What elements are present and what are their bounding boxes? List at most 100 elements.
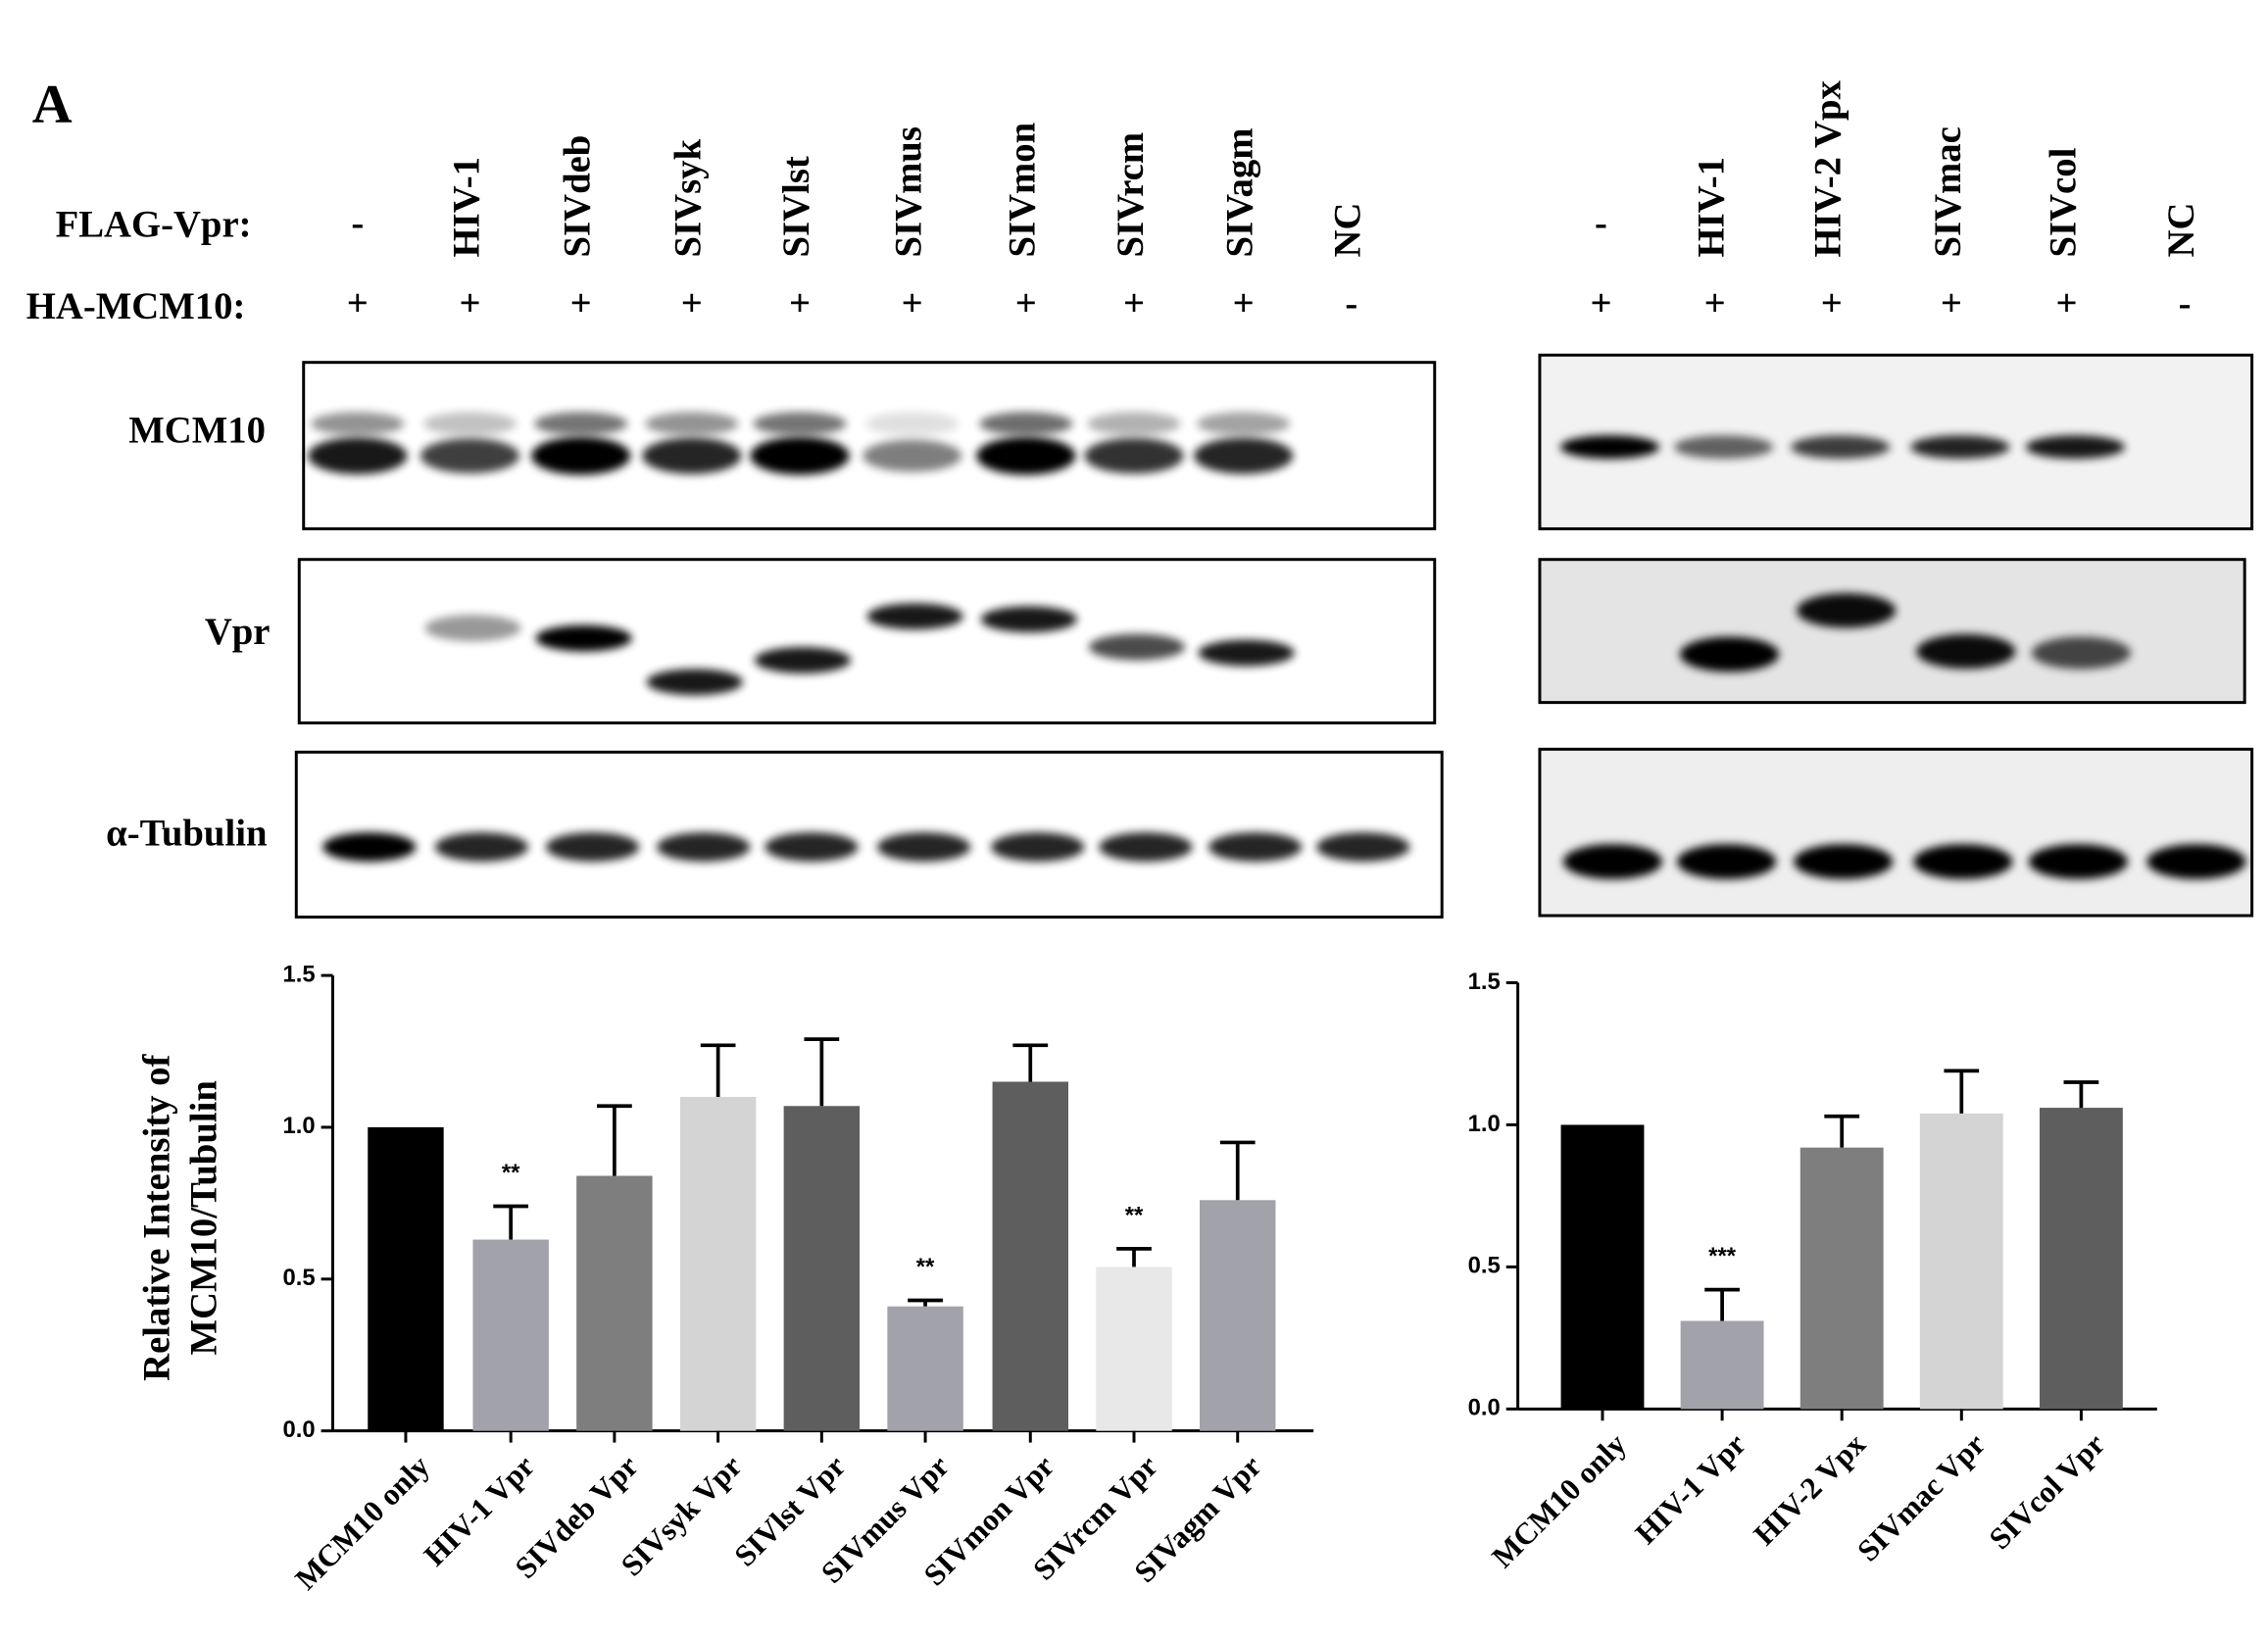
lane-label: SIVmus (889, 126, 930, 257)
error-bar (1219, 1140, 1256, 1201)
error-bar (1012, 1043, 1049, 1082)
lane-label: HIV-1 (1692, 157, 1733, 257)
bar (887, 1306, 963, 1431)
error-bar (908, 1298, 943, 1307)
blot-band (1676, 844, 1777, 879)
blot-band (1559, 435, 1660, 459)
lane-label: SIVmon (1003, 123, 1044, 258)
panel-label: A (32, 75, 73, 135)
blot-band (866, 603, 963, 630)
y-axis-label: Relative Intensity of (137, 1054, 178, 1381)
blot-band (1791, 435, 1891, 459)
blot-panel (1538, 353, 2254, 530)
bar (679, 1096, 757, 1431)
bar (1096, 1267, 1172, 1431)
ha-label: HA-MCM10: (26, 286, 246, 327)
blot-band (533, 412, 628, 436)
blot-band (753, 412, 847, 436)
blot-band (1084, 437, 1184, 474)
blot-band (865, 412, 960, 436)
y-tick-label: 0.5 (1468, 1253, 1501, 1279)
bar (1680, 1320, 1764, 1410)
y-tick-label: 1.0 (283, 1113, 316, 1139)
blot-band (991, 832, 1085, 862)
bar (576, 1175, 653, 1431)
bar (783, 1106, 861, 1431)
lane-label: SIVlst (776, 156, 817, 257)
lane-label: SIVmac (1928, 126, 1969, 257)
lane-label: - (1595, 203, 1607, 244)
lane-sign: + (1941, 283, 1962, 324)
lane-sign: + (1015, 283, 1037, 324)
lane-sign: + (789, 283, 811, 324)
lane-label: NC (2161, 203, 2202, 258)
blot-band (976, 436, 1076, 475)
blot-band (1794, 844, 1894, 879)
lane-label: HIV-1 (446, 157, 487, 257)
blot-band (1679, 636, 1780, 672)
blot-band (2025, 435, 2126, 459)
x-tick-label: MCM10 only (288, 1448, 436, 1596)
y-tick-label: 0.0 (283, 1416, 316, 1443)
y-tick-label: 0.0 (1468, 1395, 1501, 1421)
lane-sign: + (347, 283, 369, 324)
blot-band (645, 412, 739, 436)
bar (472, 1239, 549, 1431)
significance-label: ** (1125, 1202, 1144, 1228)
blot-band (876, 832, 971, 862)
x-tick-label: HIV-1 Vpr (1628, 1426, 1752, 1551)
lane-label: SIVcol (2043, 147, 2084, 257)
lane-label: SIVrcm (1110, 132, 1152, 258)
blot-band (979, 412, 1073, 436)
lane-sign: + (1233, 283, 1255, 324)
blot-band (657, 832, 751, 862)
lane-sign: + (1821, 283, 1843, 324)
error-bar (2063, 1080, 2099, 1109)
x-tick-label: SIVcol Vpr (1982, 1426, 2111, 1556)
blot-band (1316, 832, 1410, 862)
error-bar (597, 1104, 632, 1176)
blot-band (531, 436, 631, 475)
blot-band (1208, 832, 1303, 862)
error-bar (1944, 1068, 1980, 1114)
lane-sign: - (2179, 283, 2192, 324)
bar (992, 1081, 1068, 1431)
error-bar (700, 1043, 736, 1097)
lane-sign: + (459, 283, 480, 324)
blot-band (1194, 437, 1294, 474)
blot-band (422, 412, 518, 436)
blot-band (1673, 435, 1774, 459)
blot-band (1916, 633, 2016, 670)
error-bar (804, 1037, 840, 1107)
y-tick-label: 1.5 (283, 961, 316, 987)
blot-band (434, 832, 529, 862)
blot-band (419, 438, 520, 473)
blot-panel (1538, 747, 2254, 918)
blot-band (2028, 844, 2129, 879)
lane-label: - (351, 203, 364, 244)
blot-band (424, 615, 521, 642)
x-tick-label: MCM10 only (1485, 1426, 1633, 1574)
error-bar (1116, 1246, 1152, 1267)
x-tick-label: SIVmac Vpr (1850, 1426, 1992, 1567)
error-bar (1704, 1287, 1740, 1321)
y-tick-label: 1.5 (1468, 969, 1501, 995)
lane-label: HIV-2 Vpx (1808, 80, 1849, 258)
blot-band (1198, 639, 1295, 667)
row-label: α-Tubulin (106, 814, 267, 855)
blot-band (322, 832, 417, 862)
y-tick-label: 1.0 (1468, 1111, 1501, 1137)
lane-label: NC (1328, 203, 1369, 258)
lane-sign: + (902, 283, 923, 324)
lane-sign: + (1704, 283, 1726, 324)
blot-band (311, 412, 405, 436)
bar (2039, 1108, 2123, 1410)
x-tick-label: HIV-2 Vpx (1747, 1426, 1872, 1552)
significance-label: ** (916, 1254, 935, 1280)
bar (1200, 1200, 1276, 1431)
lane-label: SIVagm (1220, 128, 1261, 258)
lane-sign: + (570, 283, 592, 324)
blot-panel (1538, 558, 2246, 705)
